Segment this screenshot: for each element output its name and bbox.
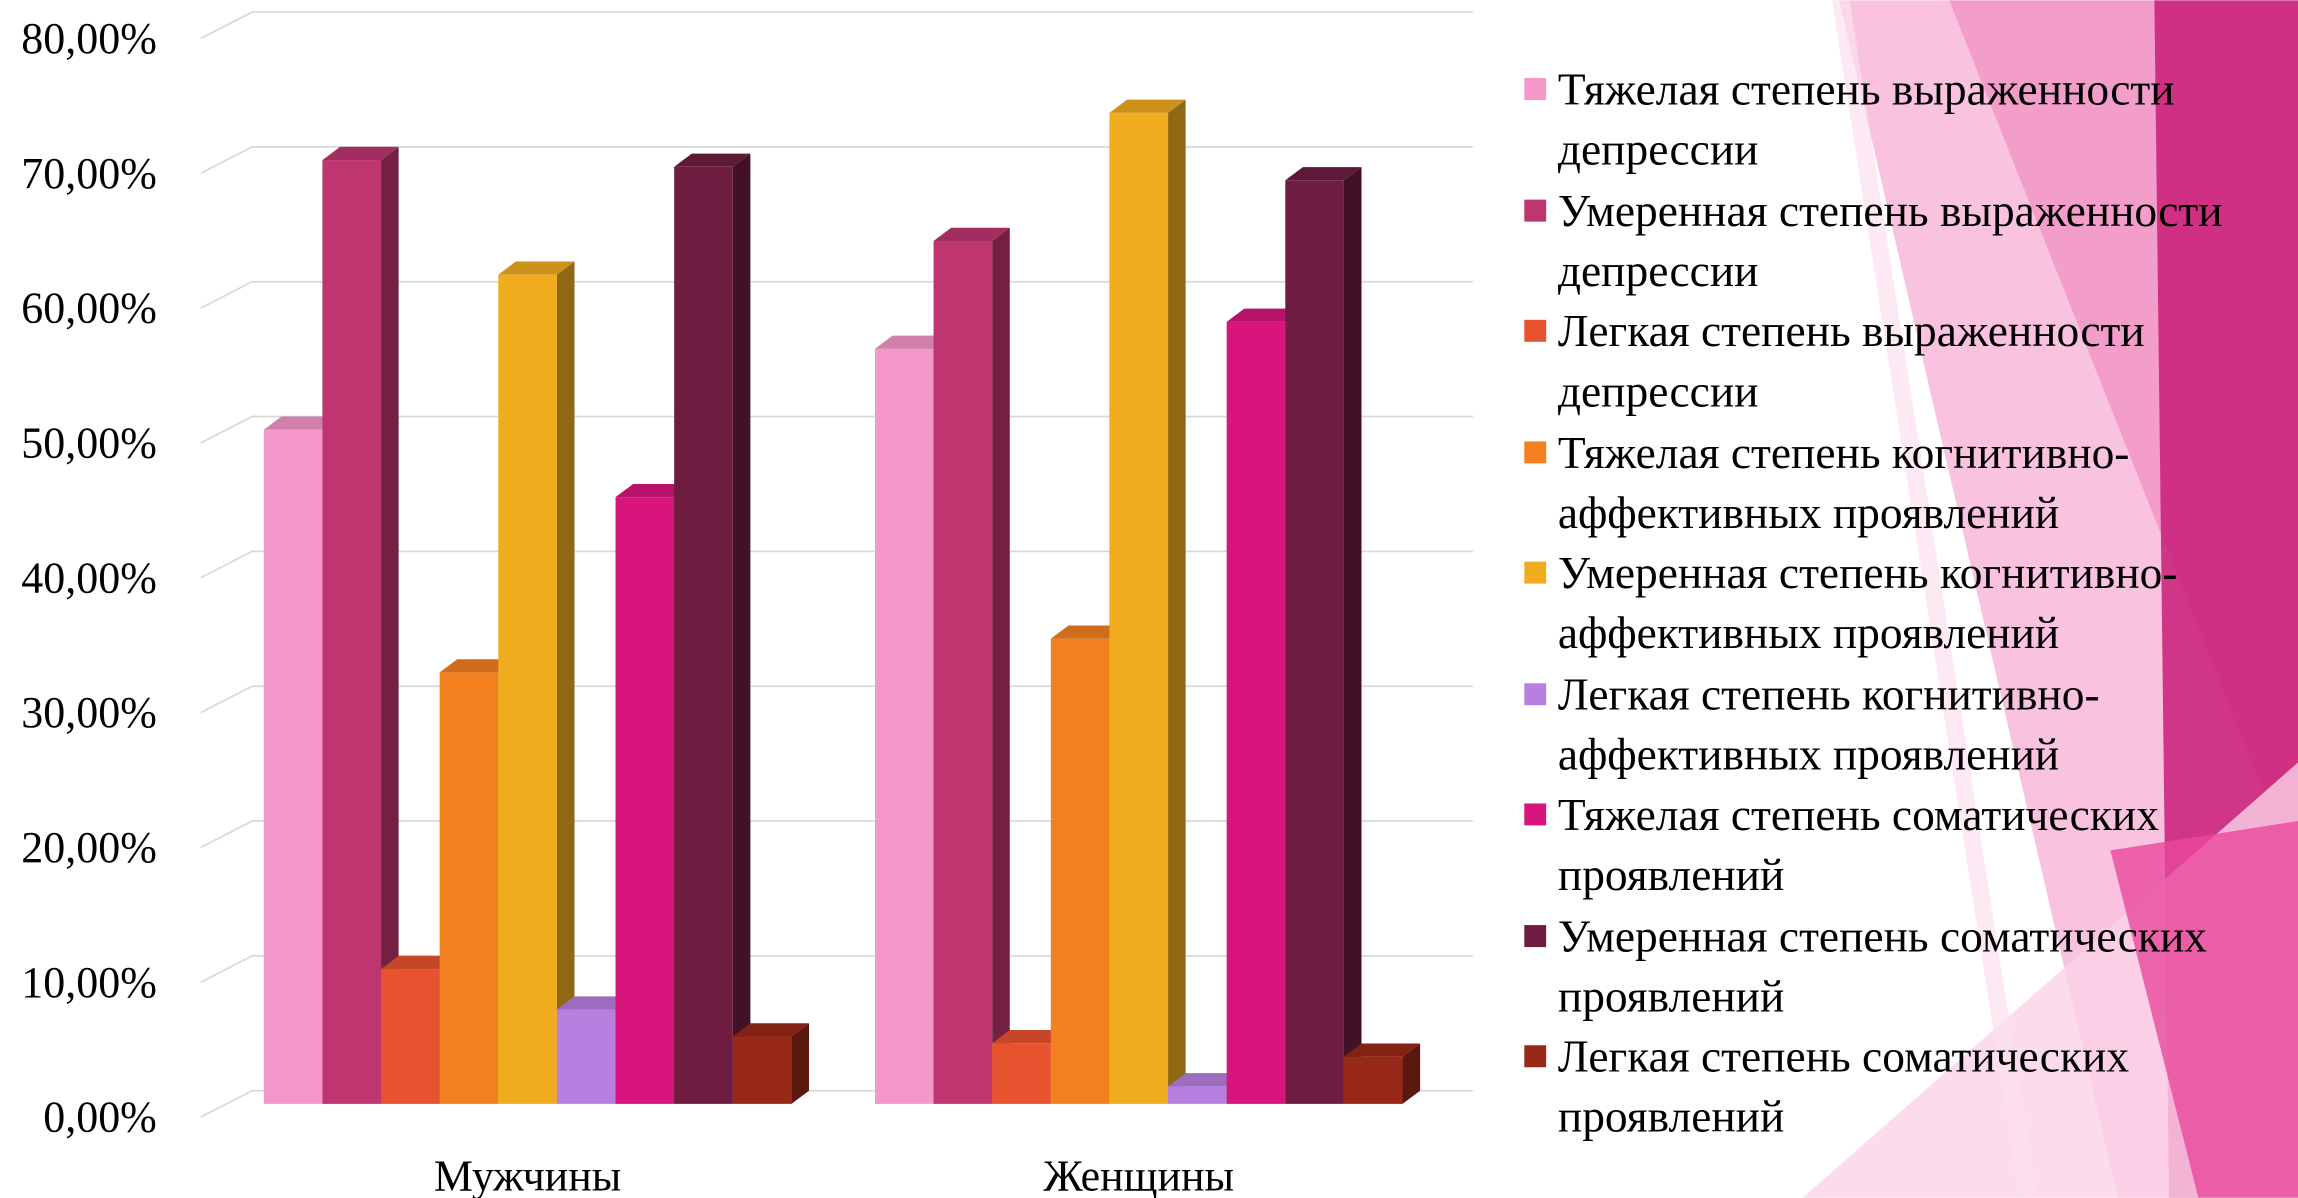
- bar-top: [381, 955, 458, 970]
- bar: [556, 1009, 616, 1104]
- legend-label: Тяжелая степень выраженности депрессии: [1557, 63, 2175, 175]
- bars: [263, 99, 1421, 1104]
- bar: [674, 166, 733, 1104]
- y-tick-label: 30,00%: [21, 688, 157, 737]
- legend-swatch: [1524, 198, 1547, 221]
- legend-item: Умеренная степень когнитивно-аффективных…: [1524, 543, 2286, 664]
- legend-item: Умеренная степень соматических проявлени…: [1524, 905, 2286, 1026]
- bar: [1343, 1056, 1403, 1104]
- legend-label: Легкая степень выраженности депрессии: [1557, 305, 2145, 417]
- bar-top: [1343, 1043, 1421, 1057]
- bar-top: [1109, 99, 1186, 113]
- grid-line: [200, 550, 1473, 579]
- y-tick-label: 70,00%: [21, 149, 157, 198]
- legend-swatch: [1524, 1045, 1547, 1068]
- y-tick-label: 0,00%: [43, 1093, 157, 1142]
- legend-label: Тяжелая степень соматических проявлений: [1557, 788, 2159, 901]
- legend-item: Тяжелая степень выраженности депрессии: [1524, 59, 2286, 180]
- bar: [498, 274, 557, 1104]
- legend-label: Легкая степень когнитивно-аффективных пр…: [1557, 667, 2100, 780]
- bar: [1168, 1086, 1227, 1104]
- grid-line: [200, 415, 1473, 444]
- bar: [1050, 638, 1110, 1104]
- legend-item: Тяжелая степень соматических проявлений: [1524, 784, 2286, 905]
- axis: 0,00% 10,00% 20,00% 30,00% 40,00% 50,00% 60,00…: [21, 11, 1473, 1198]
- legend-swatch: [1524, 924, 1547, 947]
- bar: [1285, 180, 1344, 1104]
- legend-item: Умеренная степень выраженности депрессии: [1524, 180, 2286, 301]
- legend-item: Тяжелая степень когнитивно-аффективных п…: [1524, 422, 2286, 543]
- legend-item: Легкая степень когнитивно-аффективных пр…: [1524, 663, 2286, 784]
- bar: [874, 348, 934, 1104]
- y-tick-label: 10,00%: [21, 958, 157, 1007]
- bar-top: [498, 261, 575, 275]
- bar-top: [1226, 308, 1303, 322]
- legend-swatch: [1524, 803, 1547, 826]
- y-tick-label: 50,00%: [21, 419, 157, 468]
- bar-top: [556, 996, 634, 1010]
- bar-side: [1343, 167, 1362, 1104]
- background-decoration: [1802, 0, 2298, 1198]
- legend-item: Легкая степень соматических проявлений: [1524, 1026, 2286, 1147]
- bar: [992, 1043, 1051, 1104]
- bar-side: [556, 261, 575, 1104]
- legend-swatch: [1524, 319, 1547, 342]
- bar-top: [933, 227, 1010, 241]
- y-tick-label: 60,00%: [21, 284, 157, 333]
- legend-item: Легкая степень выраженности депрессии: [1524, 301, 2286, 422]
- legend-list: Тяжелая степень выраженности депрессии Ум…: [1524, 59, 2286, 1147]
- bar: [439, 672, 499, 1104]
- bar-side: [992, 227, 1010, 1104]
- bar: [1109, 112, 1169, 1104]
- legend-swatch: [1524, 440, 1547, 463]
- legend-label: Умеренная степень соматических проявлени…: [1557, 909, 2207, 1022]
- y-tick-label: 80,00%: [21, 14, 157, 63]
- legend-swatch: [1524, 682, 1547, 705]
- bar: [322, 160, 382, 1104]
- legend-label: Умеренная степень когнитивно-аффективных…: [1557, 546, 2178, 659]
- x-tick-label: Мужчины: [434, 1151, 621, 1198]
- bar: [381, 969, 440, 1104]
- grid-line: [200, 145, 1473, 175]
- bar: [615, 497, 675, 1104]
- legend-label: Умеренная степень выраженности депрессии: [1557, 184, 2223, 296]
- bar-side: [1402, 1043, 1421, 1104]
- bar-side: [732, 153, 751, 1104]
- legend-swatch: [1524, 77, 1547, 100]
- bar: [1226, 321, 1286, 1104]
- bar: [263, 429, 323, 1104]
- bar: [933, 240, 993, 1104]
- bar-side: [381, 146, 399, 1104]
- legend-label: Тяжелая степень когнитивно-аффективных п…: [1557, 426, 2130, 538]
- y-tick-label: 20,00%: [21, 823, 157, 872]
- bar-top: [674, 153, 751, 167]
- bar-top: [1050, 625, 1128, 639]
- bar-top: [732, 1023, 809, 1037]
- bar-top: [615, 483, 692, 498]
- bar-top: [1285, 167, 1362, 181]
- legend-label: Легкая степень соматических проявлений: [1557, 1030, 2130, 1142]
- grid-line: [200, 11, 1473, 40]
- bar-top: [992, 1030, 1069, 1044]
- bar-side: [1168, 99, 1186, 1104]
- legend: Тяжелая степень выраженности депрессииУм…: [1524, 59, 2286, 1147]
- x-tick-label: Женщины: [1043, 1151, 1234, 1198]
- bar: [732, 1036, 792, 1104]
- legend-swatch: [1524, 561, 1547, 584]
- bar-top: [1168, 1073, 1245, 1087]
- bar-side: [791, 1023, 809, 1104]
- bar-top: [263, 416, 341, 430]
- bar-top: [322, 146, 399, 161]
- grid-line: [200, 280, 1473, 309]
- bar-top: [439, 659, 516, 673]
- bar-top: [874, 335, 952, 349]
- y-tick-label: 40,00%: [21, 553, 157, 602]
